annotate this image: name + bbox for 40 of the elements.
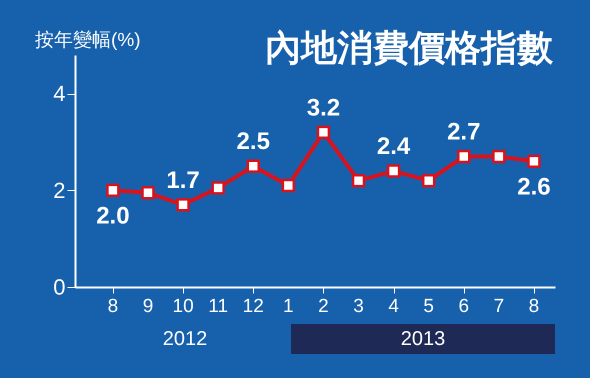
x-tick-label: 9 [142,296,154,317]
data-label: 2.4 [376,133,411,160]
x-tick-label: 10 [172,296,194,317]
point [106,184,120,198]
data-label: 2.5 [236,128,270,156]
data-label: 2.0 [96,202,130,230]
data-label: 2.7 [447,118,480,146]
x-tick-label: 4 [388,296,400,317]
point [282,178,296,192]
point [246,159,260,173]
year-banner: 2013 [291,324,555,354]
x-tick-label: 8 [528,296,540,317]
y-axis-title: 按年變幅(%) [35,30,141,51]
point [211,181,225,195]
point [386,164,400,178]
point [492,150,506,164]
x-tick-label: 3 [353,296,364,317]
point [176,198,190,212]
x-tick-label: 7 [494,296,504,317]
data-label: 1.7 [166,166,200,194]
data-label: 2.6 [517,173,551,200]
data-label: 3.2 [306,94,340,122]
x-tick-label: 8 [108,296,118,317]
point [316,126,330,140]
x-tick-label: 12 [242,296,264,317]
y-tick-label: 4 [53,81,66,106]
text: 2012 [162,327,208,352]
point [141,186,155,200]
point [422,174,436,188]
x-tick-label: 6 [458,296,470,317]
y-tick-label: 0 [53,274,66,300]
y-tick-label: 2 [53,178,66,203]
x-tick-label: 11 [208,296,228,317]
point [457,150,470,164]
x-tick-label: 5 [423,296,434,317]
x-tick-label: 2 [318,296,329,317]
x-tick-label: 1 [283,296,294,317]
chart-title: 內地消費價格指數 [265,27,554,69]
point [527,154,541,168]
point [352,174,366,188]
